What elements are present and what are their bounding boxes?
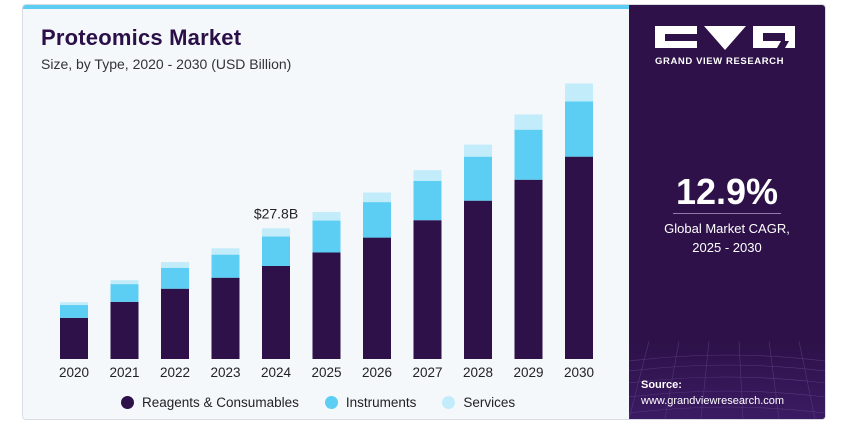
bar-services-2020	[60, 302, 88, 306]
cagr-label: Global Market CAGR, 2025 - 2030	[629, 219, 825, 257]
x-tick-label-2025: 2025	[311, 365, 341, 380]
legend-label-instruments: Instruments	[345, 395, 417, 410]
logo-mark-icon	[655, 26, 803, 52]
bar-services-2030	[565, 83, 593, 102]
bar-instruments-2030	[565, 101, 593, 157]
legend-swatch-instruments	[324, 396, 338, 409]
chart-title: Proteomics Market	[41, 25, 242, 50]
x-tick-label-2023: 2023	[210, 365, 240, 380]
x-tick-label-2024: 2024	[261, 365, 292, 380]
bar-instruments-2027	[413, 180, 442, 221]
bar-reagents-2022	[161, 288, 189, 359]
logo-g-shape	[655, 26, 697, 48]
side-panel: GRAND VIEW RESEARCH 12.9% Global Market …	[629, 5, 825, 419]
bar-reagents-2026	[363, 237, 391, 359]
cagr-label-line1: Global Market CAGR,	[664, 221, 790, 236]
x-tick-label-2022: 2022	[160, 365, 190, 380]
bar-reagents-2030	[565, 156, 593, 359]
bar-services-2022	[161, 262, 189, 268]
bar-reagents-2024	[262, 265, 290, 359]
bar-services-2024	[262, 228, 290, 237]
bar-reagents-2027	[413, 220, 442, 359]
bar-instruments-2020	[60, 305, 88, 318]
legend-label-services: Services	[463, 395, 516, 410]
legend-item-instruments: Instruments	[324, 395, 417, 410]
logo-r-shape	[753, 26, 795, 48]
source-title: Source:	[641, 379, 682, 391]
chart-legend: Reagents & Consumables Instruments Servi…	[121, 395, 515, 410]
bar-instruments-2028	[464, 156, 492, 201]
bar-reagents-2023	[211, 277, 240, 359]
bar-instruments-2026	[363, 202, 391, 238]
bar-instruments-2023	[211, 254, 240, 278]
x-tick-label-2029: 2029	[513, 365, 543, 380]
x-tick-label-2026: 2026	[362, 365, 392, 380]
top-accent-line	[23, 5, 629, 9]
bar-instruments-2025	[312, 220, 341, 253]
source-area: Source: www.grandviewresearch.com	[629, 341, 825, 419]
bar-services-2023	[211, 248, 240, 255]
cagr-value: 12.9%	[675, 171, 779, 212]
bar-services-2028	[464, 144, 492, 157]
cagr-label-line2: 2025 - 2030	[692, 240, 762, 255]
chart-subtitle: Size, by Type, 2020 - 2030 (USD Billion)	[41, 56, 292, 72]
x-tick-label-2028: 2028	[463, 365, 493, 380]
bar-reagents-2028	[464, 200, 492, 359]
legend-label-reagents: Reagents & Consumables	[142, 395, 299, 410]
legend-swatch-reagents	[121, 396, 134, 409]
infographic-card: Proteomics Market Size, by Type, 2020 - …	[22, 4, 826, 420]
stacked-bar-chart: 2020 2021 2022 2023 2024 2025 2026 2027 2028 2029…	[59, 83, 594, 380]
x-tick-label-2030: 2030	[564, 365, 594, 380]
bar-services-2021	[110, 280, 139, 285]
bar-reagents-2021	[110, 301, 139, 359]
x-tick-label-2027: 2027	[412, 365, 442, 380]
decorative-grid-graphic	[629, 341, 825, 419]
cagr-divider	[673, 213, 781, 214]
data-label-2024: $27.8B	[254, 205, 298, 221]
bar-services-2026	[363, 192, 391, 203]
bar-services-2025	[312, 212, 341, 221]
bar-instruments-2029	[514, 129, 543, 180]
bar-instruments-2021	[110, 284, 139, 302]
brand-logo: GRAND VIEW RESEARCH	[655, 26, 803, 67]
bar-reagents-2020	[60, 317, 88, 359]
x-tick-label-2020: 2020	[59, 365, 89, 380]
legend-swatch-services	[442, 396, 456, 409]
legend-item-services: Services	[442, 395, 515, 410]
bar-services-2027	[413, 170, 442, 181]
logo-v-shape	[704, 26, 746, 50]
bar-instruments-2022	[161, 267, 189, 289]
brand-name: GRAND VIEW RESEARCH	[655, 56, 785, 67]
legend-item-reagents: Reagents & Consumables	[121, 395, 299, 410]
bar-services-2029	[514, 114, 543, 130]
bar-instruments-2024	[262, 236, 290, 266]
bar-reagents-2025	[312, 252, 341, 359]
source-url[interactable]: www.grandviewresearch.com	[641, 395, 785, 407]
chart-panel: Proteomics Market Size, by Type, 2020 - …	[23, 9, 629, 419]
x-tick-label-2021: 2021	[109, 365, 139, 380]
bar-reagents-2029	[514, 179, 543, 359]
